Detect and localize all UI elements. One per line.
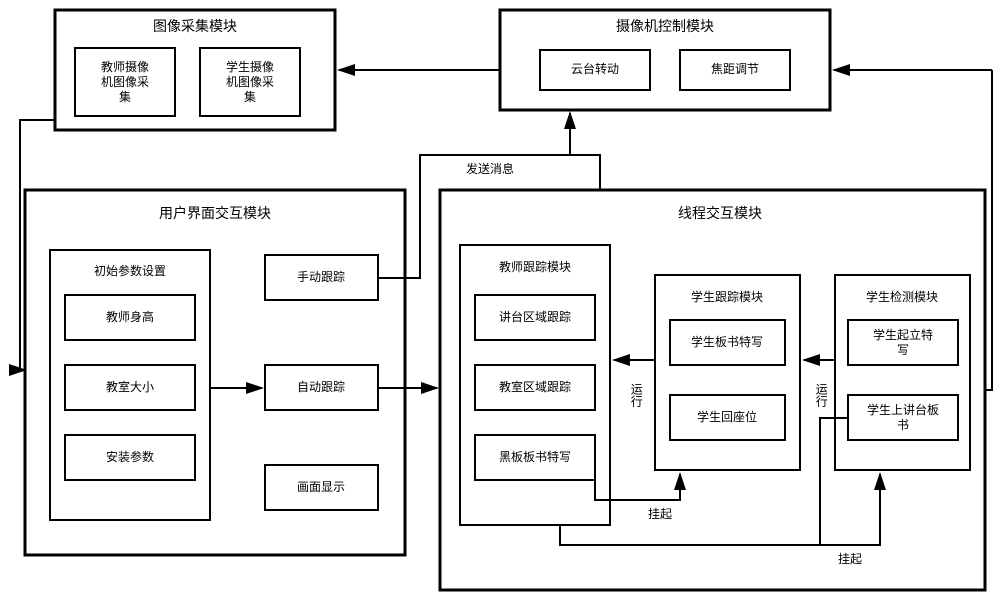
edge-thread-to-camctrl — [570, 155, 600, 190]
display: 画面显示 — [297, 480, 345, 494]
student-podium-l1: 学生上讲台板 — [867, 402, 939, 417]
send-msg-label: 发送消息 — [466, 161, 514, 176]
image-acq-title: 图像采集模块 — [153, 18, 237, 35]
ui-title: 用户界面交互模块 — [159, 205, 271, 222]
student-cam-l1: 学生摄像 — [226, 59, 274, 74]
run-label-1: 运行 — [814, 383, 828, 407]
install-params: 安装参数 — [106, 449, 154, 464]
manual-track: 手动跟踪 — [297, 270, 345, 284]
student-standup-l1: 学生起立特 — [873, 327, 933, 342]
classroom-size: 教室大小 — [106, 379, 154, 394]
teacher-track-title: 教师跟踪模块 — [499, 259, 571, 274]
student-return-seat: 学生回座位 — [697, 409, 757, 424]
cam-ctrl-title: 摄像机控制模块 — [616, 19, 714, 35]
student-cam-l3: 集 — [244, 89, 256, 104]
focus-adjust: 焦距调节 — [711, 62, 759, 76]
suspend-label-2: 挂起 — [838, 552, 862, 566]
student-podium-l2: 书 — [897, 418, 909, 432]
student-track-title: 学生跟踪模块 — [691, 289, 763, 304]
suspend-label-1: 挂起 — [648, 507, 672, 521]
thread-title: 线程交互模块 — [678, 205, 762, 222]
student-cam-l2: 机图像采 — [226, 75, 274, 89]
init-params-title: 初始参数设置 — [94, 263, 166, 278]
teacher-cam-l2: 机图像采 — [101, 75, 149, 89]
classroom-track: 教室区域跟踪 — [499, 379, 571, 394]
blackboard-closeup: 黑板板书特写 — [499, 449, 571, 464]
auto-track: 自动跟踪 — [297, 380, 345, 394]
camera-control-module: 摄像机控制模块 云台转动 焦距调节 — [500, 10, 830, 110]
run-label-2: 运行 — [629, 383, 643, 407]
image-acquisition-module: 图像采集模块 教师摄像 机图像采 集 学生摄像 机图像采 集 — [55, 10, 335, 130]
student-board-closeup: 学生板书特写 — [691, 334, 763, 349]
student-standup-l2: 写 — [897, 343, 909, 357]
teacher-cam-l3: 集 — [119, 89, 131, 104]
ui-interaction-module: 用户界面交互模块 初始参数设置 教师身高 教室大小 安装参数 手动跟踪 自动跟踪… — [25, 190, 405, 555]
thread-interaction-module: 线程交互模块 教师跟踪模块 讲台区域跟踪 教室区域跟踪 黑板板书特写 学生跟踪模… — [440, 190, 985, 590]
ptz-rotate: 云台转动 — [571, 61, 619, 76]
system-diagram: 图像采集模块 教师摄像 机图像采 集 学生摄像 机图像采 集 摄像机控制模块 云… — [0, 0, 1000, 600]
teacher-height: 教师身高 — [106, 309, 154, 324]
student-detect-title: 学生检测模块 — [866, 289, 938, 304]
teacher-cam-l1: 教师摄像 — [101, 59, 149, 74]
podium-track: 讲台区域跟踪 — [499, 309, 571, 324]
